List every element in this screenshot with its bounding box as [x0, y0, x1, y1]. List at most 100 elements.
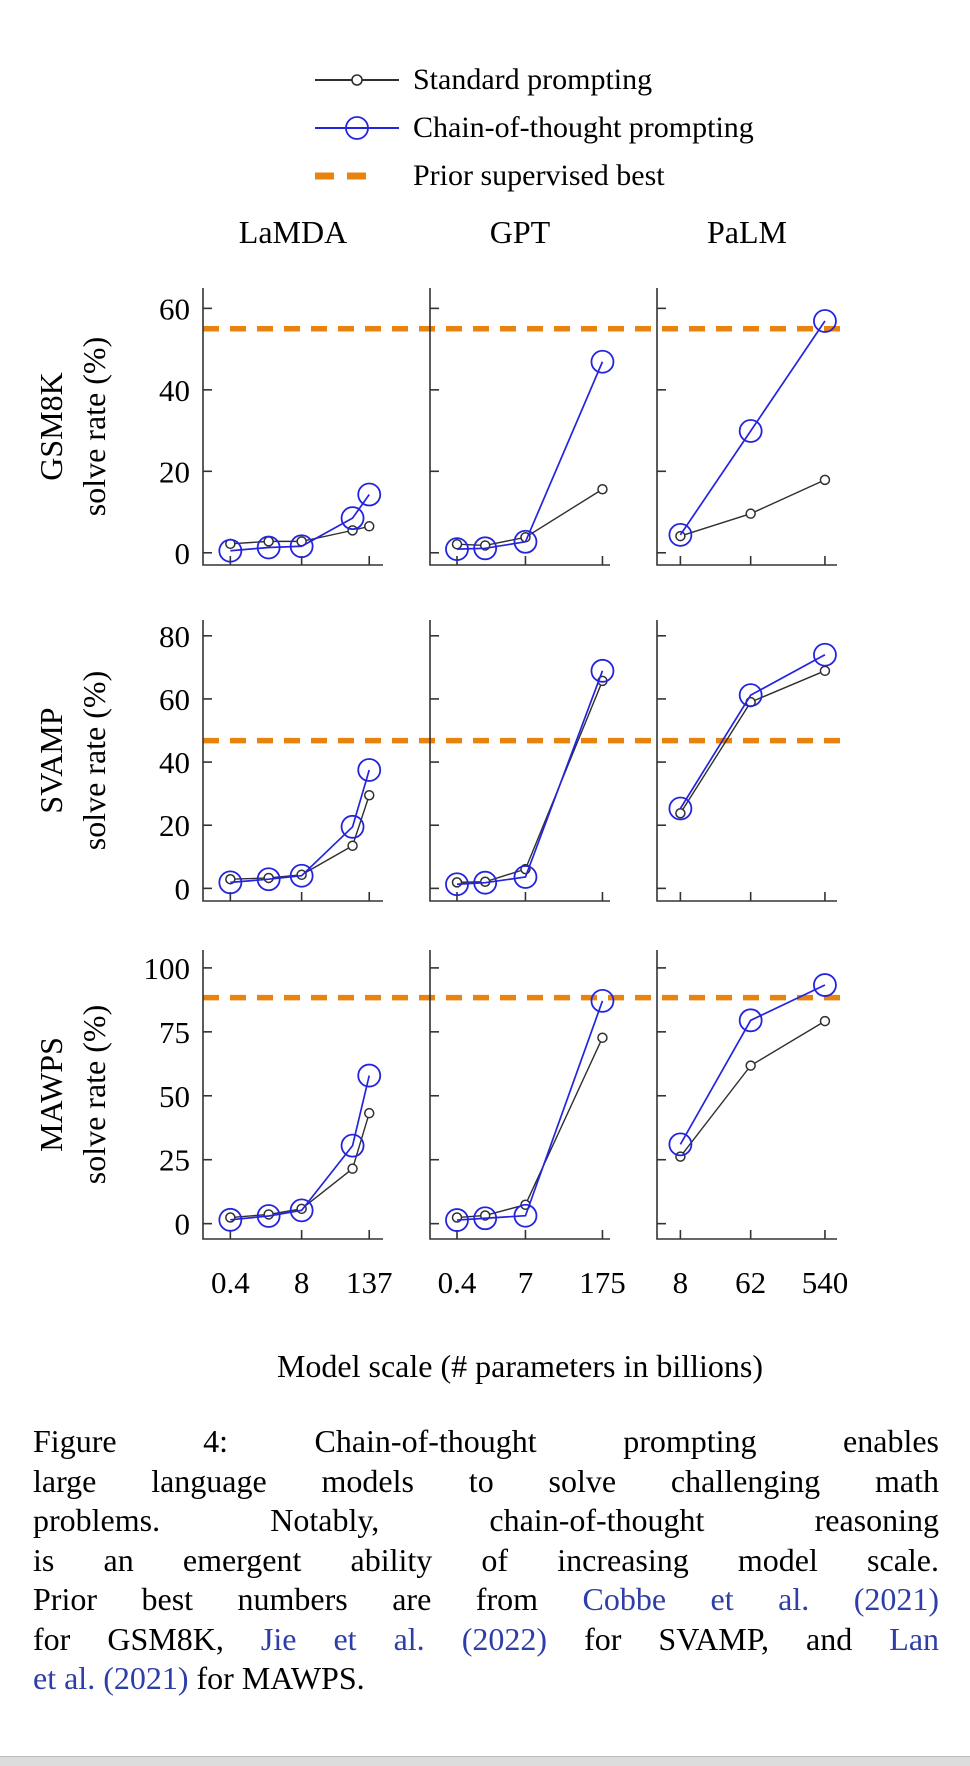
marker-standard [597, 1032, 608, 1043]
caption-text: problems. Notably, chain-of-thought reas… [33, 1502, 939, 1538]
marker-standard [263, 536, 274, 547]
y-tick-label: 75 [159, 1015, 190, 1050]
caption-text: for SVAMP, and [547, 1620, 890, 1657]
series-cot-line [456, 670, 604, 886]
caption-line: Prior best numbers are from Cobbe et al.… [33, 1580, 939, 1620]
y-axis-solve-rate-label: solve rate (%) [76, 337, 112, 516]
marker-standard [347, 840, 358, 851]
column-header-lamda: LaMDA [239, 214, 347, 250]
series-standard-line [456, 1037, 604, 1219]
x-tick-label: 0.4 [211, 1265, 250, 1300]
prior-best-dash-swatch-icon [315, 172, 375, 180]
column-header-palm: PaLM [707, 214, 787, 250]
y-tick-label: 50 [159, 1079, 190, 1114]
x-tick-label: 8 [673, 1265, 689, 1300]
axes [656, 620, 837, 902]
marker-standard [263, 872, 274, 884]
marker-cot [813, 642, 837, 667]
marker-cot [289, 1198, 314, 1223]
marker-cot [218, 538, 243, 563]
citation-link[interactable]: (2021) [853, 1581, 940, 1617]
citation-link[interactable]: et al. [33, 1660, 96, 1696]
caption-line: is an emergent ability of increasing mod… [33, 1541, 939, 1581]
axes [429, 950, 610, 1240]
series-cot-line [456, 361, 604, 550]
series-standard-line [456, 680, 604, 884]
y-tick-label: 60 [159, 682, 190, 717]
marker-cot [513, 529, 538, 554]
marker-cot [340, 814, 365, 839]
marker-cot [340, 506, 365, 531]
y-tick-label: 0 [175, 871, 191, 906]
x-tick-label: 137 [346, 1265, 393, 1300]
y-axis-solve-rate-label: solve rate (%) [76, 1005, 112, 1184]
marker-cot [738, 683, 763, 708]
series-cot-line [679, 653, 826, 809]
series-cot-line [456, 1000, 604, 1221]
caption-text [95, 1660, 103, 1696]
series-cot-line [679, 320, 826, 536]
marker-cot [256, 867, 281, 892]
citation-link[interactable]: (2022) [461, 1620, 548, 1657]
y-tick-label: 0 [175, 1207, 191, 1242]
y-axis-dataset-label-gsm8k: GSM8K [33, 372, 69, 480]
chart-legend: Standard prompting Chain-of-thought prom… [313, 56, 754, 200]
marker-standard [675, 530, 686, 542]
panel-gsm8k-palm [656, 288, 837, 566]
marker-cot [590, 988, 615, 1013]
marker-cot [256, 535, 281, 560]
series-standard-line [679, 1020, 826, 1158]
caption-text: Figure 4: Chain-of-thought prompting ena… [33, 1423, 939, 1459]
series-cot-line [230, 769, 371, 884]
cot-line-swatch-icon [315, 116, 399, 140]
series-cot-line [230, 494, 370, 552]
panel-svamp-gpt [429, 620, 615, 902]
marker-cot [813, 973, 837, 997]
marker-standard [675, 1151, 686, 1162]
series-standard-line [230, 1112, 370, 1219]
panel-gsm8k-lamda: 0 20 40 60 [159, 288, 383, 571]
citation-link[interactable]: Jie et al. [260, 1620, 425, 1657]
marker-cot [289, 534, 314, 559]
panel-svamp-palm [656, 620, 837, 902]
row-mawps: MAWPS solve rate (%) 0 25 50 75 100 0.4 8 137 0.4 7… [33, 950, 848, 1300]
y-axis-dataset-label-svamp: SVAMP [33, 707, 69, 813]
axes [656, 950, 837, 1240]
marker-cot [473, 870, 498, 895]
marker-cot [668, 796, 693, 821]
marker-cot [668, 522, 693, 547]
caption-text: large language models to solve challengi… [33, 1462, 939, 1499]
caption-line: large language models to solve challengi… [33, 1462, 939, 1502]
panel-gsm8k-gpt [429, 288, 615, 566]
figure-caption: Figure 4: Chain-of-thought prompting ena… [33, 1422, 939, 1699]
y-axis-solve-rate-label: solve rate (%) [76, 671, 112, 850]
y-tick-label: 25 [159, 1143, 190, 1178]
marker-cot [813, 309, 837, 333]
legend-label-prior-best: Prior supervised best [413, 159, 665, 192]
marker-cot [218, 870, 243, 895]
caption-line: et al. (2021) for MAWPS. [33, 1659, 939, 1699]
row-svamp: SVAMP solve rate (%) 0 20 40 60 80 [33, 619, 845, 906]
marker-cot [445, 872, 469, 897]
marker-standard [597, 483, 608, 495]
marker-standard [347, 525, 358, 536]
marker-cot [473, 536, 498, 561]
citation-link[interactable]: (2021) [103, 1660, 189, 1696]
caption-text: Prior best numbers are from [33, 1581, 583, 1617]
caption-text [425, 1621, 462, 1657]
axes [429, 620, 610, 902]
marker-standard [745, 1060, 756, 1071]
axes [202, 620, 383, 902]
citation-link[interactable]: Cobbe et al. [582, 1581, 810, 1617]
panel-svamp-lamda: 0 20 40 60 80 [159, 619, 383, 906]
axes [429, 288, 610, 566]
citation-link[interactable]: Lan [889, 1620, 940, 1657]
legend-item-prior-best: Prior supervised best [313, 152, 754, 200]
marker-cot [513, 865, 538, 889]
legend-item-standard-prompting: Standard prompting [313, 56, 754, 104]
series-cot-line [230, 1075, 371, 1221]
legend-label-standard: Standard prompting [413, 63, 653, 96]
caption-line: Figure 4: Chain-of-thought prompting ena… [33, 1422, 939, 1462]
